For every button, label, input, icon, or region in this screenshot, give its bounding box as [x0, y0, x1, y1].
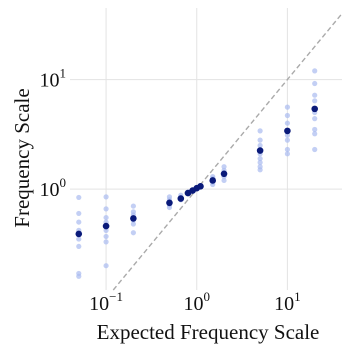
sample-point [284, 112, 291, 119]
sample-point [76, 194, 82, 201]
mean-point [209, 177, 217, 184]
sample-point [257, 167, 263, 173]
sample-point [312, 98, 318, 104]
sample-point [130, 230, 136, 236]
sample-point [103, 233, 109, 240]
mean-point [197, 183, 204, 190]
sample-point [76, 219, 82, 225]
reference-line [112, 13, 343, 291]
y-tick-label-1: 101 [40, 66, 67, 92]
mean-point [75, 230, 83, 238]
sample-point [76, 243, 82, 250]
mean-points [75, 105, 319, 238]
mean-point [177, 195, 185, 202]
sample-point [103, 206, 109, 212]
mean-point [130, 215, 137, 222]
sample-point [284, 146, 291, 153]
mean-point [220, 170, 228, 178]
sample-point [284, 120, 291, 126]
sample-point [257, 137, 263, 143]
sample-point [257, 159, 263, 166]
sample-point [76, 236, 82, 242]
mean-point [256, 147, 264, 154]
sample-point [221, 177, 227, 184]
sample-point [103, 194, 109, 200]
mean-point [102, 222, 110, 230]
sample-point [312, 68, 318, 74]
sample-point [130, 221, 136, 227]
sample-point [284, 151, 291, 157]
sample-point [103, 239, 109, 245]
sample-point [103, 263, 109, 269]
x-tick-label-1: 100 [183, 289, 210, 315]
x-tick-label-0: 10−1 [89, 289, 123, 315]
sample-point [166, 204, 173, 211]
x-tick-label-2: 101 [274, 289, 301, 315]
sample-point [257, 142, 263, 149]
x-tick-labels: 10−1 100 101 [89, 289, 301, 315]
sample-point [257, 155, 263, 162]
y-axis-title: Frequency Scale [10, 88, 34, 227]
mean-point [166, 199, 173, 207]
sample-point [103, 214, 109, 221]
sample-point [312, 80, 318, 87]
sample-point [312, 116, 318, 122]
sample-point [221, 164, 227, 170]
reference-line-group [112, 13, 343, 291]
sample-point [130, 203, 136, 209]
mean-point [284, 127, 291, 135]
y-tick-labels: 100 101 [40, 66, 67, 202]
sample-point [312, 146, 318, 153]
sample-point [257, 128, 263, 134]
mean-point [311, 105, 319, 113]
y-tick-label-0: 100 [40, 175, 67, 201]
sample-point [312, 126, 318, 133]
sample-point [312, 92, 318, 98]
sample-point [76, 210, 82, 217]
sample-point [284, 104, 291, 110]
sample-point [312, 131, 318, 137]
grid [70, 8, 342, 290]
sample-point [76, 273, 82, 279]
sample-point [284, 132, 291, 138]
x-axis-title: Expected Frequency Scale [97, 320, 320, 344]
sample-point [284, 137, 291, 143]
